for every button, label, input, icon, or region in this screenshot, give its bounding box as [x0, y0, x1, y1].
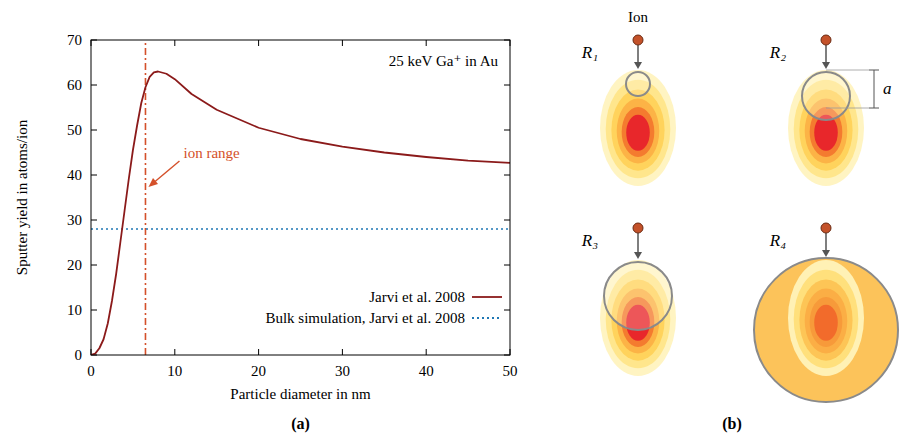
y-tick-right [504, 265, 510, 266]
y-tick [91, 265, 97, 266]
y-tick-right [504, 220, 510, 221]
ion [633, 35, 643, 45]
particle-label: R₁ [581, 43, 598, 62]
dimension-guide [826, 70, 869, 71]
particle [604, 262, 672, 330]
particle-fill [754, 258, 898, 402]
particle [626, 72, 650, 96]
y-tick-label: 20 [67, 257, 82, 273]
y-tick [91, 130, 97, 131]
annotation-arrowhead [148, 178, 158, 187]
ion-arrowhead [822, 250, 830, 257]
series-line [91, 72, 510, 356]
heat-layer [799, 279, 852, 360]
particle-label: R₂ [769, 43, 786, 62]
y-tick-right [504, 85, 510, 86]
heat-layer [788, 260, 864, 376]
heat-layer [600, 70, 676, 186]
x-tick [342, 349, 343, 355]
ion-arrow [825, 233, 827, 251]
y-tick-label: 70 [67, 32, 82, 48]
figure: 0 10 20 30 40 50 0 10 20 30 40 50 60 70 ion range 25 ke… [0, 0, 909, 438]
y-tick-label: 40 [67, 167, 82, 183]
y-tick-label: 0 [75, 347, 83, 363]
x-tick-label: 0 [87, 363, 95, 379]
y-tick-label: 60 [67, 77, 82, 93]
legend-swatch [472, 317, 502, 319]
x-tick-top [342, 40, 343, 46]
plot-marks [91, 40, 510, 355]
y-tick-label: 10 [67, 302, 82, 318]
panel-label: (a) [291, 415, 310, 433]
x-tick-label: 30 [335, 363, 350, 379]
particle [754, 258, 898, 402]
ion-arrow [637, 233, 639, 253]
x-tick-label: 50 [503, 363, 518, 379]
heat-layer [814, 305, 838, 341]
series-line [91, 228, 510, 230]
dimension-tick [869, 70, 879, 71]
x-tick [426, 349, 427, 355]
heat-layer [611, 89, 664, 170]
ion-arrow [825, 45, 827, 63]
y-tick-right [504, 310, 510, 311]
y-tick-label: 50 [67, 122, 82, 138]
annotation-arrow [154, 161, 179, 182]
heat-layer [626, 115, 650, 151]
plot-frame [91, 40, 510, 355]
heat-layer [788, 70, 864, 186]
panel-label: (b) [722, 415, 742, 433]
x-tick [258, 349, 259, 355]
ion [821, 35, 831, 45]
legend-label: Bulk simulation, Jarvi et al. 2008 [265, 310, 465, 326]
dimension-label: a [883, 79, 892, 98]
heat-layer [622, 107, 655, 157]
x-tick-top [426, 40, 427, 46]
x-tick-top [174, 40, 175, 46]
dimension-guide [826, 108, 869, 109]
x-tick-top [258, 40, 259, 46]
y-tick-right [504, 130, 510, 131]
y-axis-title: Sputter yield in atoms/ion [14, 119, 30, 275]
x-tick-label: 40 [419, 363, 434, 379]
dimension-tick [869, 108, 879, 109]
ion [821, 223, 831, 233]
reference-label: ion range [183, 145, 240, 161]
y-tick [91, 310, 97, 311]
x-tick [174, 349, 175, 355]
y-tick [91, 175, 97, 176]
legend-label: Jarvi et al. 2008 [369, 289, 465, 305]
legend-swatch [472, 296, 502, 298]
particle-label: R₃ [581, 231, 598, 250]
ion-arrow [637, 45, 639, 63]
particle [802, 72, 850, 120]
dimension-line [874, 70, 875, 108]
ion-label: Ion [628, 9, 648, 25]
heat-layer [600, 260, 676, 376]
x-tick-label: 10 [167, 363, 182, 379]
x-tick-label: 20 [251, 363, 266, 379]
ion [633, 223, 643, 233]
heat-layer [794, 270, 859, 369]
heat-layer [810, 297, 843, 347]
ion-arrowhead [822, 62, 830, 69]
y-tick [91, 85, 97, 86]
y-tick-label: 30 [67, 212, 82, 228]
heat-layer [617, 99, 660, 164]
x-axis-title: Particle diameter in nm [230, 386, 371, 402]
particle-label: R₄ [769, 231, 786, 250]
ion-arrowhead [634, 62, 642, 69]
ion-arrowhead [634, 252, 642, 259]
diagram: R₁ a R₂ R₃ R₄ Ion (b) [581, 9, 898, 433]
y-tick-right [504, 175, 510, 176]
y-tick [91, 220, 97, 221]
annotation: 25 keV Ga⁺ in Au [389, 53, 499, 69]
heat-layer [805, 289, 848, 354]
